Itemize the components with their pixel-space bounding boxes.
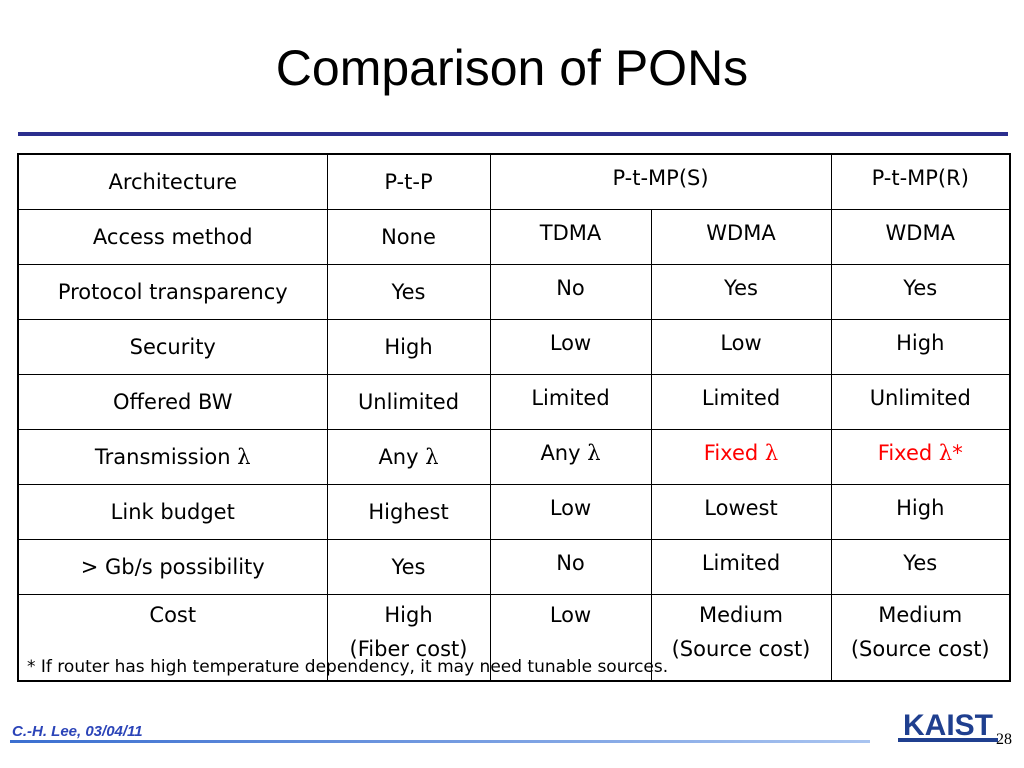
cell-text: Any <box>540 441 581 465</box>
cell-ptp: Yes <box>326 539 491 595</box>
cell-ptmp-s2: Lowest <box>650 484 832 540</box>
header-ptmp-s: P-t-MP(S) <box>489 153 832 210</box>
lambda-symbol: λ <box>938 441 953 465</box>
row-label: > Gb/s possibility <box>17 539 328 595</box>
cell-ptmp-s1: No <box>489 264 652 320</box>
cell-ptmp-s1: Limited <box>489 374 652 430</box>
row-label: Cost <box>17 594 328 682</box>
cell-ptmp-s2: Medium (Source cost) <box>650 594 832 682</box>
cell-ptmp-s1: Low <box>489 594 652 682</box>
cell-ptp: Yes <box>326 264 491 320</box>
cell-note: (Source cost) <box>850 637 990 661</box>
row-label: Link budget <box>17 484 328 540</box>
table-header-row: Architecture P-t-P P-t-MP(S) P-t-MP(R) <box>17 153 1011 210</box>
cell-ptmp-s1: No <box>489 539 652 595</box>
cell-ptmp-s1: Low <box>489 484 652 540</box>
table-row: Access method None TDMA WDMA WDMA <box>17 209 1011 265</box>
row-label-text: Transmission <box>94 445 231 469</box>
cell-ptmp-s1: Low <box>489 319 652 375</box>
footnote-marker: * <box>952 441 963 465</box>
cell-ptmp-s2: WDMA <box>650 209 832 265</box>
lambda-symbol: λ <box>764 441 779 465</box>
cell-ptmp-s2: Low <box>650 319 832 375</box>
cell-ptmp-s2: Fixed λ <box>650 429 832 485</box>
cell-ptmp-s2: Limited <box>650 539 832 595</box>
header-ptp: P-t-P <box>326 153 491 210</box>
table-row: Transmission λ Any λ Any λ Fixed λ Fixed… <box>17 429 1011 485</box>
cell-ptmp-s1: Any λ <box>489 429 652 485</box>
cell-ptp: High <box>326 319 491 375</box>
row-label: Offered BW <box>17 374 328 430</box>
footer-divider <box>10 740 870 743</box>
cell-ptp: High (Fiber cost) <box>326 594 491 682</box>
cell-text: High <box>384 603 433 627</box>
cell-ptp: Highest <box>326 484 491 540</box>
page-number: 28 <box>996 731 1012 748</box>
cell-ptmp-r: Yes <box>830 539 1011 595</box>
cell-ptmp-s2: Limited <box>650 374 832 430</box>
table-row: Security High Low Low High <box>17 319 1011 375</box>
slide-title: Comparison of PONs <box>275 40 749 96</box>
cell-ptp: Any λ <box>326 429 491 485</box>
row-label: Security <box>17 319 328 375</box>
table-row: Protocol transparency Yes No Yes Yes <box>17 264 1011 320</box>
table-row: Offered BW Unlimited Limited Limited Unl… <box>17 374 1011 430</box>
cell-ptmp-r: Unlimited <box>830 374 1011 430</box>
lambda-symbol: λ <box>425 445 439 469</box>
cell-ptmp-r: Medium (Source cost) <box>830 594 1011 682</box>
header-architecture: Architecture <box>17 153 328 210</box>
cell-text: Fixed <box>703 441 759 465</box>
table-row: > Gb/s possibility Yes No Limited Yes <box>17 539 1011 595</box>
cell-note: (Fiber cost) <box>349 637 468 661</box>
row-label: Access method <box>17 209 328 265</box>
cell-text: Any <box>378 445 419 469</box>
table-footnote: * If router has high temperature depende… <box>27 657 669 677</box>
pon-comparison-table: Architecture P-t-P P-t-MP(S) P-t-MP(R) A… <box>17 153 1011 682</box>
cell-ptp: None <box>326 209 491 265</box>
cell-ptmp-r: High <box>830 484 1011 540</box>
table-row: Link budget Highest Low Lowest High <box>17 484 1011 540</box>
row-label: Transmission λ <box>17 429 328 485</box>
lambda-symbol: λ <box>237 445 251 469</box>
cell-ptp: Unlimited <box>326 374 491 430</box>
kaist-logo: KAIST <box>898 709 998 742</box>
author-date: C.-H. Lee, 03/04/11 <box>12 723 143 740</box>
cell-text: Medium <box>878 603 963 627</box>
row-label: Protocol transparency <box>17 264 328 320</box>
cell-ptmp-r: High <box>830 319 1011 375</box>
cell-ptmp-r: Yes <box>830 264 1011 320</box>
header-ptmp-r: P-t-MP(R) <box>830 153 1011 210</box>
lambda-symbol: λ <box>587 441 601 465</box>
title-divider <box>18 132 1008 136</box>
cell-ptmp-r: Fixed λ* <box>830 429 1011 485</box>
cell-ptmp-s2: Yes <box>650 264 832 320</box>
table-row: Cost High (Fiber cost) Low Medium (Source … <box>17 594 1011 682</box>
cell-note: (Source cost) <box>671 637 811 661</box>
cell-text: Fixed <box>877 441 933 465</box>
logo-text: KAIST <box>903 709 993 742</box>
cell-text: Medium <box>699 603 783 627</box>
cell-ptmp-r: WDMA <box>830 209 1011 265</box>
cell-ptmp-s1: TDMA <box>489 209 652 265</box>
